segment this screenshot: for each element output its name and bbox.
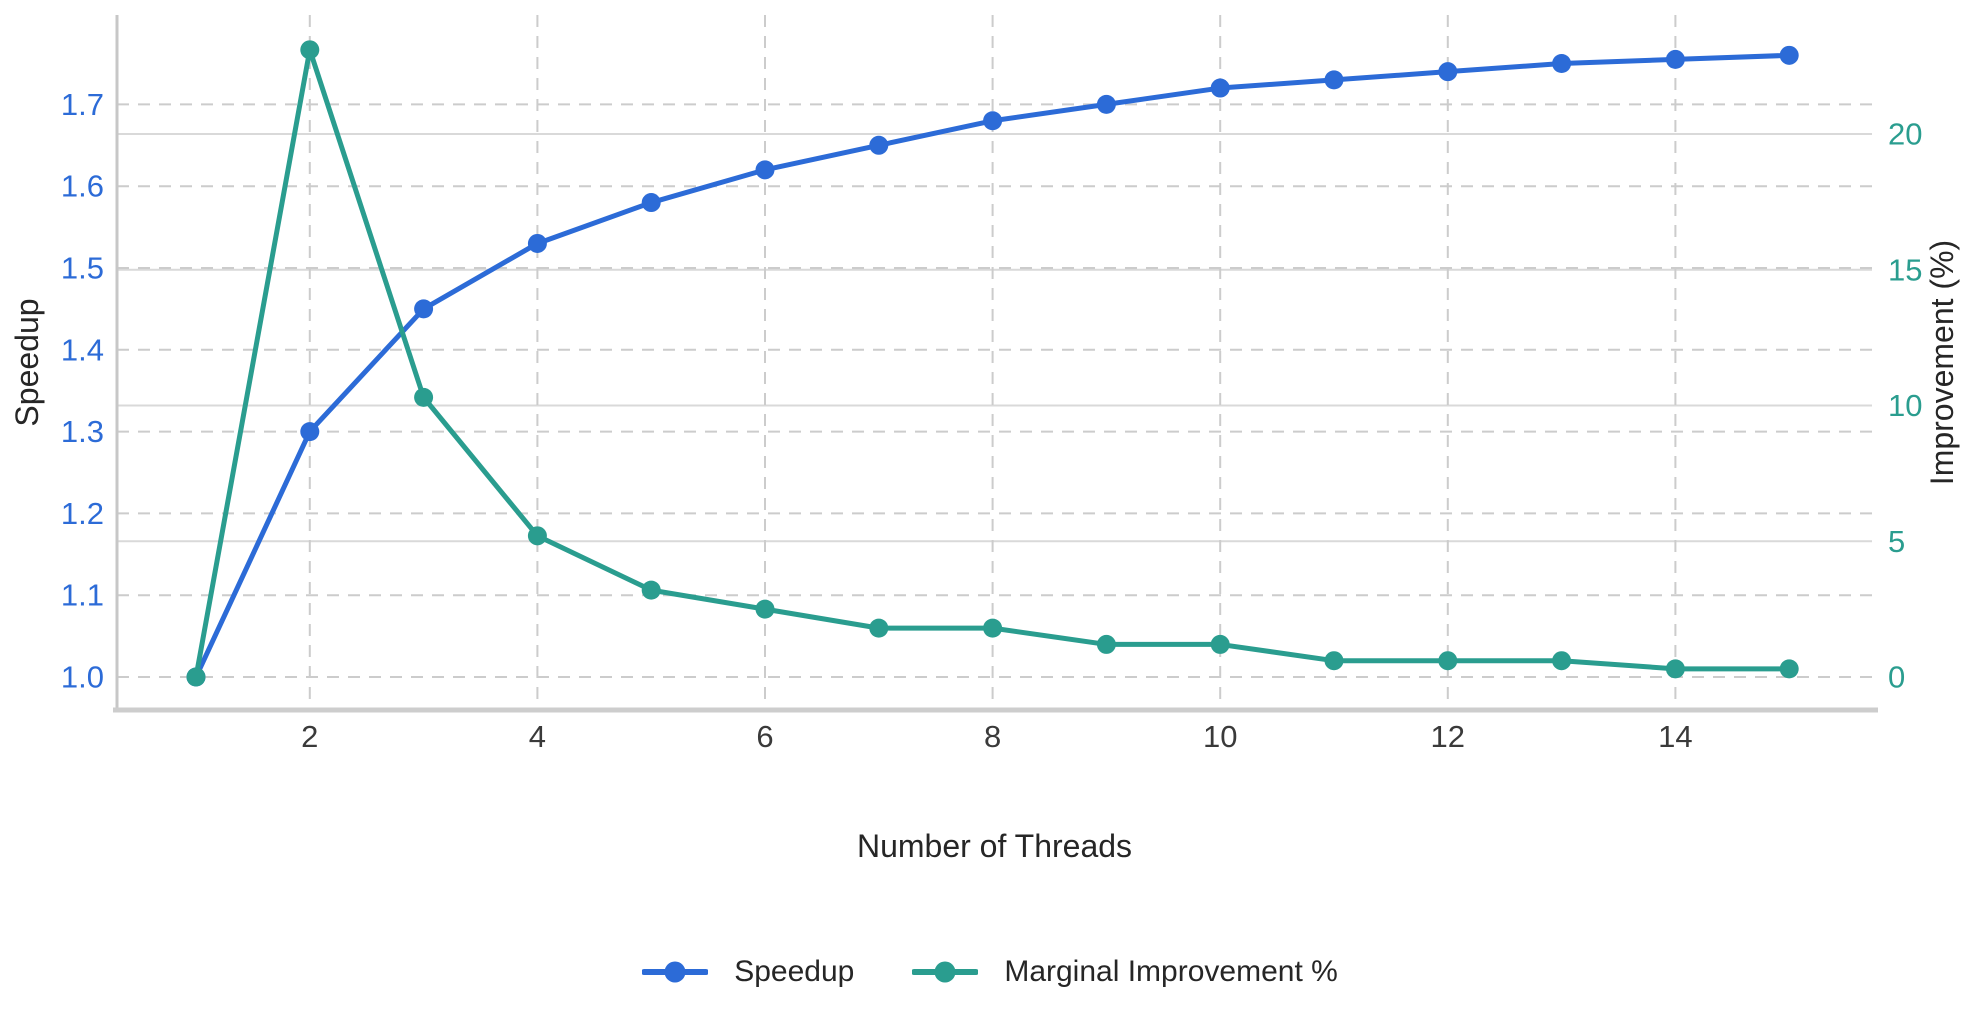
data-point <box>641 580 661 600</box>
data-point <box>527 233 547 253</box>
data-point <box>1096 634 1116 654</box>
right-tick-label: 15 <box>1888 252 1922 287</box>
data-point <box>983 618 1003 638</box>
data-point <box>1210 634 1230 654</box>
data-point <box>1779 659 1799 679</box>
data-point <box>414 387 434 407</box>
x-tick-label: 8 <box>984 719 1001 754</box>
right-tick-label: 10 <box>1888 388 1922 423</box>
legend-marker-speedup-icon <box>642 961 709 983</box>
data-point <box>869 135 889 155</box>
data-point <box>1096 94 1116 114</box>
data-point <box>414 299 434 319</box>
data-point <box>1665 49 1685 69</box>
x-axis-tick-labels: 2 4 6 8 10 12 14 <box>301 719 1692 754</box>
data-point <box>641 193 661 213</box>
data-point <box>1438 651 1458 671</box>
legend-item-speedup: Speedup <box>642 955 854 989</box>
x-tick-label: 4 <box>529 719 546 754</box>
left-tick-label: 1.7 <box>61 87 104 122</box>
left-tick-label: 1.0 <box>61 660 104 695</box>
x-tick-label: 14 <box>1658 719 1692 754</box>
right-axis-gridlines <box>117 133 1872 543</box>
data-point <box>527 526 547 546</box>
data-point <box>1665 659 1685 679</box>
data-point <box>1438 62 1458 82</box>
left-axis-title: Speedup <box>9 298 45 426</box>
data-point <box>1779 45 1799 65</box>
data-point <box>755 599 775 619</box>
data-point <box>300 422 320 442</box>
x-tick-label: 12 <box>1431 719 1465 754</box>
x-tick-label: 10 <box>1203 719 1237 754</box>
data-point <box>983 111 1003 131</box>
chart-legend: Speedup Marginal Improvement % <box>0 955 1980 989</box>
data-point <box>186 667 206 687</box>
x-axis-gridlines <box>308 15 1677 710</box>
axes-spines <box>113 15 1878 713</box>
x-axis-title: Number of Threads <box>857 828 1132 864</box>
right-axis-tick-labels: 0 5 10 15 20 <box>1888 117 1922 695</box>
legend-marker-marginal-improvement-icon <box>912 961 979 983</box>
right-tick-label: 0 <box>1888 660 1905 695</box>
left-axis-tick-labels: 1.0 1.1 1.2 1.3 1.4 1.5 1.6 1.7 <box>61 87 104 695</box>
left-tick-label: 1.1 <box>61 578 104 613</box>
data-point <box>300 40 320 60</box>
left-tick-label: 1.3 <box>61 414 104 449</box>
right-tick-label: 20 <box>1888 117 1922 152</box>
legend-label-marginal-improvement: Marginal Improvement % <box>1004 955 1338 988</box>
right-tick-label: 5 <box>1888 524 1905 559</box>
data-point <box>755 160 775 180</box>
marginal-improvement-markers <box>186 40 1799 687</box>
data-point <box>1552 54 1572 73</box>
data-point <box>869 618 889 638</box>
x-tick-label: 6 <box>756 719 773 754</box>
legend-item-marginal-improvement: Marginal Improvement % <box>912 955 1338 989</box>
legend-label-speedup: Speedup <box>734 955 855 988</box>
left-tick-label: 1.2 <box>61 496 104 531</box>
left-axis-gridlines <box>117 103 1872 678</box>
data-point <box>1552 651 1572 671</box>
right-axis-title: Improvement (%) <box>1924 240 1960 485</box>
left-tick-label: 1.4 <box>61 332 104 367</box>
left-tick-label: 1.5 <box>61 251 104 286</box>
data-point <box>1324 651 1344 671</box>
data-point <box>1324 70 1344 90</box>
x-tick-label: 2 <box>301 719 318 754</box>
left-tick-label: 1.6 <box>61 169 104 204</box>
data-point <box>1210 78 1230 98</box>
